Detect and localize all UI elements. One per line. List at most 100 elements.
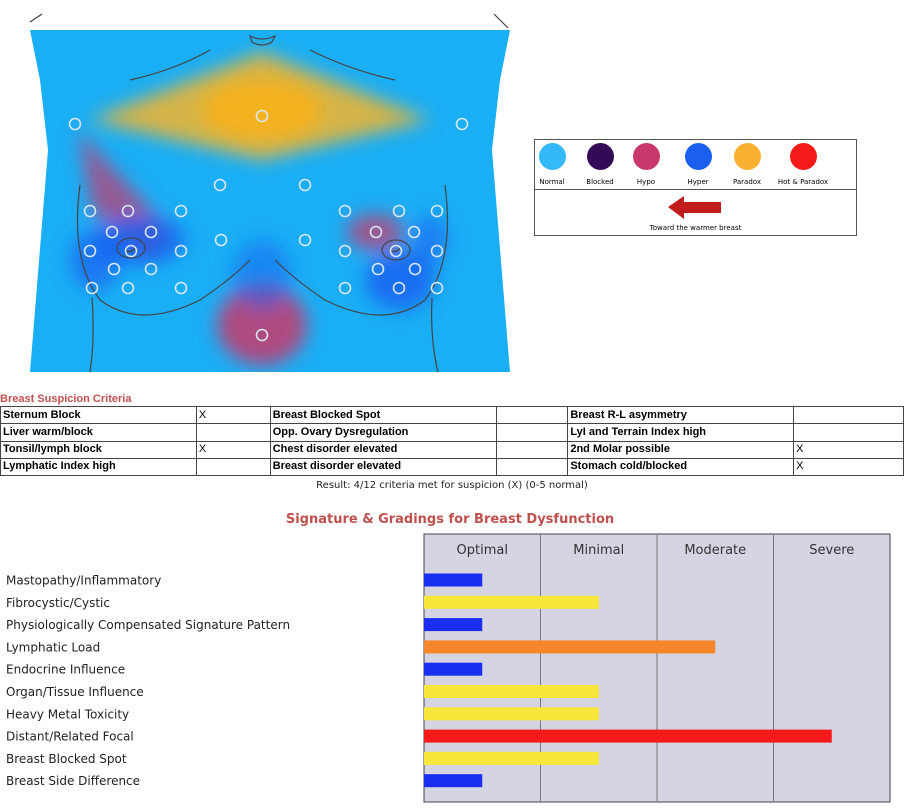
criteria-label: Lymphatic Index high (0, 457, 197, 477)
bar (424, 618, 483, 632)
legend-swatch (733, 143, 761, 170)
criteria-mark (195, 423, 271, 442)
breast-thermogram (29, 13, 510, 373)
measurement-point (124, 244, 138, 258)
measurement-point (174, 204, 188, 218)
criteria-label: Breast R-L asymmetry (567, 405, 795, 425)
legend-swatches: Normal Blocked Hypo Hyper Paradox Hot & Parad… (535, 140, 856, 190)
measurement-point (389, 244, 403, 258)
legend-item: Blocked (573, 143, 627, 186)
left-arrow-icon (668, 196, 721, 219)
measurement-point (298, 178, 312, 192)
measurement-point (174, 281, 188, 295)
bar (424, 662, 483, 676)
measurement-point (83, 244, 97, 258)
measurement-point (338, 281, 352, 295)
category-label: Distant/Related Focal (6, 730, 134, 744)
measurement-point (107, 262, 121, 276)
legend-item: Paradox (720, 143, 774, 186)
measurement-point (371, 262, 385, 276)
measurement-point (83, 204, 97, 218)
category-label: Heavy Metal Toxicity (6, 707, 129, 721)
bar (424, 685, 599, 698)
measurement-point (255, 109, 269, 123)
criteria-label: Sternum Block (0, 405, 197, 425)
measurement-point (68, 117, 82, 131)
criteria-mark: X (195, 405, 271, 425)
measurement-point (455, 117, 469, 131)
column-header: Minimal (573, 543, 624, 558)
criteria-label: Tonsil/lymph block (0, 440, 197, 459)
category-label: Organ/Tissue Influence (6, 685, 144, 699)
bar (424, 774, 483, 788)
criteria-label: Opp. Ovary Dysregulation (269, 423, 497, 442)
legend-label: Normal (539, 178, 565, 186)
criteria-label: LyI and Terrain Index high (567, 423, 795, 442)
legend-swatch (789, 143, 817, 170)
category-label: Breast Side Difference (6, 774, 140, 788)
category-label: Fibrocystic/Cystic (6, 596, 110, 610)
measurement-point (144, 262, 158, 276)
criteria-table: Sternum Block X Breast Blocked Spot Breast … (0, 405, 904, 477)
legend-label: Blocked (586, 178, 614, 186)
category-label: Physiologically Compensated Signature Pa… (6, 618, 290, 632)
criteria-label: 2nd Molar possible (567, 440, 795, 459)
bar (424, 573, 483, 587)
legend-swatch (632, 143, 660, 170)
criteria-mark (793, 423, 904, 442)
criteria-mark: X (195, 440, 271, 459)
legend-label: Paradox (732, 178, 762, 186)
gradings-bar-chart: Optimal Minimal Moderate Severe Mastopathy/I… (6, 533, 891, 803)
legend-item: Normal (525, 143, 579, 186)
criteria-row: Tonsil/lymph block X Chest disorder elevat… (0, 440, 904, 459)
criteria-row: Sternum Block X Breast Blocked Spot Breast … (0, 405, 904, 425)
measurement-point (392, 281, 406, 295)
category-label: Breast Blocked Spot (6, 752, 127, 766)
measurement-point (174, 244, 188, 258)
column-header: Moderate (684, 543, 746, 558)
criteria-result: Result: 4/12 criteria met for suspicion … (316, 480, 588, 491)
criteria-row: Lymphatic Index high Breast disorder elev… (0, 457, 904, 477)
measurement-point (105, 225, 119, 239)
measurement-point (430, 244, 444, 258)
measurement-point (408, 262, 422, 276)
bar (424, 640, 716, 654)
criteria-mark: X (793, 440, 904, 459)
measurement-point (338, 244, 352, 258)
legend-label: Hypo (636, 178, 656, 186)
category-label: Lymphatic Load (6, 640, 100, 654)
bar (424, 751, 599, 765)
criteria-mark (793, 405, 904, 425)
measurement-point (255, 328, 269, 342)
criteria-label: Liver warm/block (0, 423, 197, 442)
measurement-point (298, 233, 312, 247)
criteria-label: Breast Blocked Spot (269, 405, 497, 425)
legend-arrow-caption: Toward the warmer breast (649, 224, 742, 232)
legend-item: Hypo (619, 143, 673, 186)
legend-label: Hyper (687, 178, 709, 186)
criteria-row: Liver warm/block Opp. Ovary Dysregulation… (0, 423, 904, 442)
criteria-label: Stomach cold/blocked (567, 457, 795, 477)
criteria-mark (495, 423, 569, 442)
measurement-point (214, 233, 228, 247)
legend-arrow-row: Toward the warmer breast (535, 191, 856, 236)
criteria-title: Breast Suspicion Criteria (0, 393, 132, 405)
measurement-point (430, 281, 444, 295)
legend-label: Hot & Paradox (777, 178, 829, 186)
category-label: Mastopathy/Inflammatory (6, 574, 161, 588)
category-label: Endocrine Influence (6, 663, 125, 677)
criteria-mark: X (793, 457, 904, 477)
bar (424, 595, 599, 609)
measurement-point (121, 204, 135, 218)
chart-title: Signature & Gradings for Breast Dysfunct… (285, 512, 615, 527)
criteria-mark (195, 457, 271, 477)
legend-box: Normal Blocked Hypo Hyper Paradox Hot & Parad… (534, 139, 857, 236)
criteria-mark (495, 440, 569, 459)
legend-swatch (538, 143, 566, 170)
measurement-point (213, 178, 227, 192)
thermo-zone-lower-hypo (217, 285, 307, 365)
criteria-label: Breast disorder elevated (269, 457, 497, 477)
criteria-mark (495, 405, 569, 425)
legend-swatch (684, 143, 712, 170)
legend-swatch (586, 143, 614, 170)
